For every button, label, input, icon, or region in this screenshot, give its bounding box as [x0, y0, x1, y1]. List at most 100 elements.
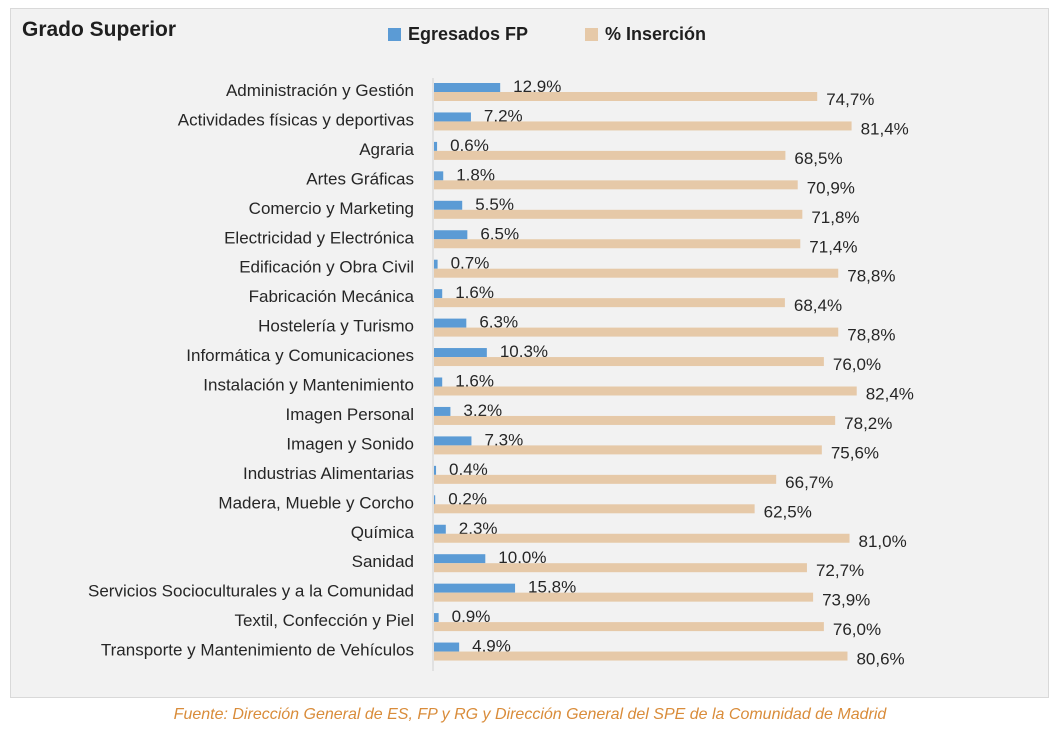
category-label: Comercio y Marketing: [249, 199, 414, 218]
chart-title: Grado Superior: [22, 18, 177, 41]
data-label-egresados: 3,2%: [463, 401, 502, 420]
data-label-egresados: 0,9%: [452, 607, 491, 626]
data-label-insercion: 71,8%: [811, 208, 859, 227]
category-label: Instalación y Mantenimiento: [203, 376, 414, 395]
bar-egresados: [434, 141, 438, 151]
bar-egresados: [434, 642, 460, 652]
category-label: Edificación y Obra Civil: [239, 258, 414, 277]
data-label-egresados: 4,9%: [472, 637, 511, 656]
data-label-insercion: 70,9%: [807, 178, 855, 197]
category-label: Sanidad: [352, 552, 414, 571]
category-label: Transporte y Mantenimiento de Vehículos: [101, 641, 414, 660]
bar-egresados: [434, 554, 486, 564]
bar-egresados: [434, 436, 472, 446]
bar-insercion: [434, 592, 814, 602]
category-label: Industrias Alimentarias: [243, 464, 414, 483]
category-label: Servicios Socioculturales y a la Comunid…: [88, 582, 414, 601]
legend-item-insercion: % Inserción: [585, 24, 706, 45]
category-label: Artes Gráficas: [306, 169, 414, 188]
data-label-insercion: 81,4%: [861, 119, 909, 138]
data-label-egresados: 0,7%: [451, 254, 490, 273]
data-label-egresados: 1,8%: [456, 165, 495, 184]
bar-insercion: [434, 504, 755, 514]
bar-insercion: [434, 268, 839, 278]
category-label: Actividades físicas y deportivas: [178, 110, 414, 129]
category-label: Electricidad y Electrónica: [224, 228, 414, 247]
bar-egresados: [434, 171, 444, 181]
data-label-egresados: 6,3%: [479, 313, 518, 332]
data-label-insercion: 72,7%: [816, 561, 864, 580]
data-label-insercion: 71,4%: [809, 237, 857, 256]
bar-insercion: [434, 445, 822, 455]
data-label-insercion: 76,0%: [833, 620, 881, 639]
bar-egresados: [434, 318, 467, 328]
data-label-egresados: 10,3%: [500, 342, 548, 361]
data-label-insercion: 81,0%: [859, 532, 907, 551]
bar-insercion: [434, 92, 818, 101]
bar-insercion: [434, 239, 801, 249]
data-label-insercion: 78,8%: [847, 267, 895, 286]
bar-egresados: [434, 613, 439, 623]
data-label-egresados: 0,2%: [448, 489, 487, 508]
data-label-insercion: 73,9%: [822, 591, 870, 610]
category-label: Química: [351, 523, 415, 542]
category-label: Fabricación Mecánica: [249, 287, 415, 306]
bar-insercion: [434, 474, 777, 484]
legend-label-insercion: % Inserción: [605, 24, 707, 44]
data-label-egresados: 6,5%: [480, 224, 519, 243]
bar-insercion: [434, 121, 852, 131]
data-label-insercion: 68,4%: [794, 296, 842, 315]
legend-item-egresados: Egresados FP: [388, 24, 528, 45]
bar-insercion: [434, 415, 836, 425]
category-label: Textil, Confección y Piel: [234, 611, 414, 630]
data-label-insercion: 74,7%: [826, 90, 874, 109]
bar-egresados: [434, 465, 437, 475]
legend-swatch-insercion: [585, 28, 598, 41]
data-label-insercion: 68,5%: [794, 149, 842, 168]
bar-egresados: [434, 524, 446, 534]
bar-egresados: [434, 583, 516, 593]
data-label-egresados: 5,5%: [475, 195, 514, 214]
category-label: Administración y Gestión: [226, 81, 414, 100]
data-label-insercion: 78,2%: [844, 414, 892, 433]
data-label-insercion: 76,0%: [833, 355, 881, 374]
data-label-insercion: 78,8%: [847, 326, 895, 345]
bar-egresados: [434, 230, 468, 240]
bar-egresados: [434, 377, 443, 387]
data-label-egresados: 7,2%: [484, 106, 523, 125]
bar-egresados: [434, 289, 443, 299]
category-label: Informática y Comunicaciones: [186, 346, 414, 365]
data-label-insercion: 62,5%: [764, 502, 812, 521]
data-label-egresados: 0,6%: [450, 136, 489, 155]
bar-egresados: [434, 406, 451, 416]
category-label: Agraria: [359, 140, 414, 159]
data-label-egresados: 0,4%: [449, 460, 488, 479]
data-label-egresados: 10,0%: [498, 548, 546, 567]
data-label-insercion: 82,4%: [866, 385, 914, 404]
bar-insercion: [434, 180, 798, 190]
bar-insercion: [434, 533, 850, 543]
bar-egresados: [434, 348, 487, 358]
category-label: Imagen y Sonido: [286, 434, 414, 453]
source-note: Fuente: Dirección General de ES, FP y RG…: [173, 706, 887, 723]
legend-label-egresados: Egresados FP: [408, 24, 529, 44]
data-label-insercion: 75,6%: [831, 443, 879, 462]
data-label-egresados: 1,6%: [455, 283, 494, 302]
data-label-egresados: 7,3%: [484, 430, 523, 449]
bar-insercion: [434, 327, 839, 337]
bar-insercion: [434, 563, 807, 573]
bar-insercion: [434, 298, 785, 308]
data-label-egresados: 12,9%: [513, 77, 561, 96]
data-label-insercion: 66,7%: [785, 473, 833, 492]
bar-insercion: [434, 651, 848, 661]
bar-insercion: [434, 622, 824, 632]
bar-egresados: [434, 112, 471, 122]
bar-insercion: [434, 150, 786, 160]
category-label: Madera, Mueble y Corcho: [218, 493, 414, 512]
data-label-insercion: 80,6%: [856, 650, 904, 669]
data-label-egresados: 2,3%: [459, 519, 498, 538]
data-label-egresados: 1,6%: [455, 372, 494, 391]
bar-egresados: [434, 200, 463, 210]
bar-egresados: [434, 83, 501, 92]
